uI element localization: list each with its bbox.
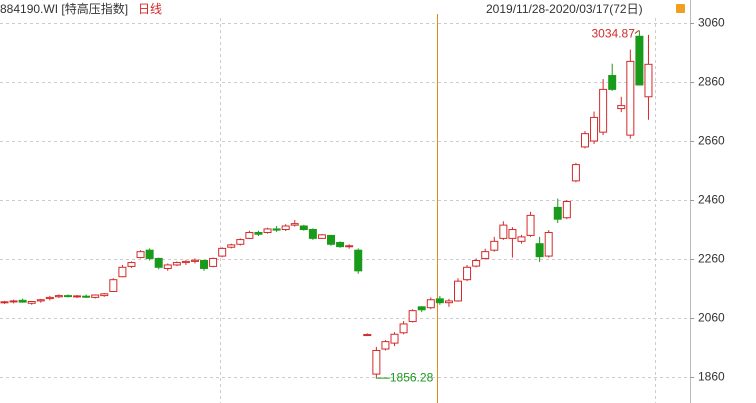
candle-body <box>299 225 308 231</box>
candle-body <box>9 300 18 303</box>
candle-body <box>580 133 589 148</box>
max-pointer <box>634 30 640 34</box>
candle-body <box>508 229 517 239</box>
candle-body <box>327 234 336 245</box>
candle-body <box>599 88 608 133</box>
candle-body <box>136 251 145 259</box>
candle-body <box>499 224 508 239</box>
candle-body <box>336 242 345 248</box>
candle-body <box>290 223 299 226</box>
candle-body <box>0 301 9 304</box>
candle-body <box>617 105 626 110</box>
candle-body <box>118 266 127 278</box>
candle-body <box>644 63 653 98</box>
y-tick-label: 2260 <box>698 252 725 266</box>
candle-body <box>408 310 417 323</box>
candle-body <box>45 296 54 300</box>
period: 日线 <box>138 2 162 16</box>
y-tick-label: 2660 <box>698 134 725 148</box>
candle-body <box>18 299 27 303</box>
candle-body <box>544 231 553 257</box>
candle-body <box>571 164 580 182</box>
y-tick-label: 3060 <box>698 16 725 30</box>
candle-body <box>54 295 63 298</box>
candle-body <box>517 236 526 242</box>
lock-icon[interactable] <box>676 4 685 13</box>
candle-body <box>562 201 571 219</box>
candle-body <box>227 244 236 248</box>
candle-body <box>417 306 426 311</box>
chart-title: 884190.WI [特高压指数] <box>0 1 128 16</box>
candle-body <box>91 294 100 298</box>
candle-body <box>254 231 263 235</box>
candle-body <box>490 240 499 251</box>
candle-body <box>435 298 444 304</box>
candle-body <box>472 260 481 267</box>
candle-body <box>154 257 163 268</box>
candle-body <box>363 334 372 337</box>
candle-body <box>190 259 199 262</box>
candle-body <box>209 257 218 267</box>
candle-body <box>308 229 317 239</box>
candle-body <box>63 295 72 298</box>
candle-body <box>200 260 209 269</box>
candle-body <box>354 249 363 272</box>
candle-body <box>236 239 245 245</box>
candle-body <box>36 299 45 302</box>
candle-body <box>27 301 36 304</box>
candle-body <box>553 206 562 220</box>
candle-body <box>444 300 453 304</box>
candle-body <box>426 299 435 309</box>
candle-body <box>82 295 91 298</box>
candle-body <box>481 251 490 259</box>
candle-body <box>463 266 472 281</box>
candle-body <box>263 228 272 233</box>
candle-body <box>163 264 172 269</box>
min-label: 1856.28 <box>390 370 434 384</box>
candle-body <box>399 323 408 334</box>
candle-body <box>526 214 535 236</box>
candle-body <box>272 228 281 231</box>
candle-body <box>635 35 644 86</box>
candle-body <box>454 280 462 302</box>
y-tick-label: 2460 <box>698 193 725 207</box>
candle-body <box>73 295 82 298</box>
candle-body <box>127 262 136 267</box>
candle-body <box>145 249 154 259</box>
candle-body <box>181 260 190 264</box>
candle-body <box>109 279 118 292</box>
candle-body <box>590 116 599 142</box>
candle-body <box>281 225 290 231</box>
candle-body <box>390 333 399 344</box>
candle-body <box>245 231 254 239</box>
y-tick-label: 2860 <box>698 75 725 89</box>
candle-body <box>535 243 544 258</box>
candle-body <box>372 349 381 375</box>
max-label: 3034.87 <box>592 27 636 41</box>
candle-body <box>345 245 354 248</box>
y-tick-label: 2060 <box>698 311 725 325</box>
candle-body <box>172 262 181 266</box>
y-tick-label: 1860 <box>698 370 725 384</box>
candle-body <box>608 75 617 90</box>
date-range: 2019/11/28-2020/03/17(72日) <box>486 2 643 16</box>
candle-body <box>100 293 109 297</box>
candle-body <box>218 247 227 257</box>
candle-body <box>381 341 390 350</box>
candle-body <box>626 60 635 136</box>
candle-body <box>317 234 326 239</box>
